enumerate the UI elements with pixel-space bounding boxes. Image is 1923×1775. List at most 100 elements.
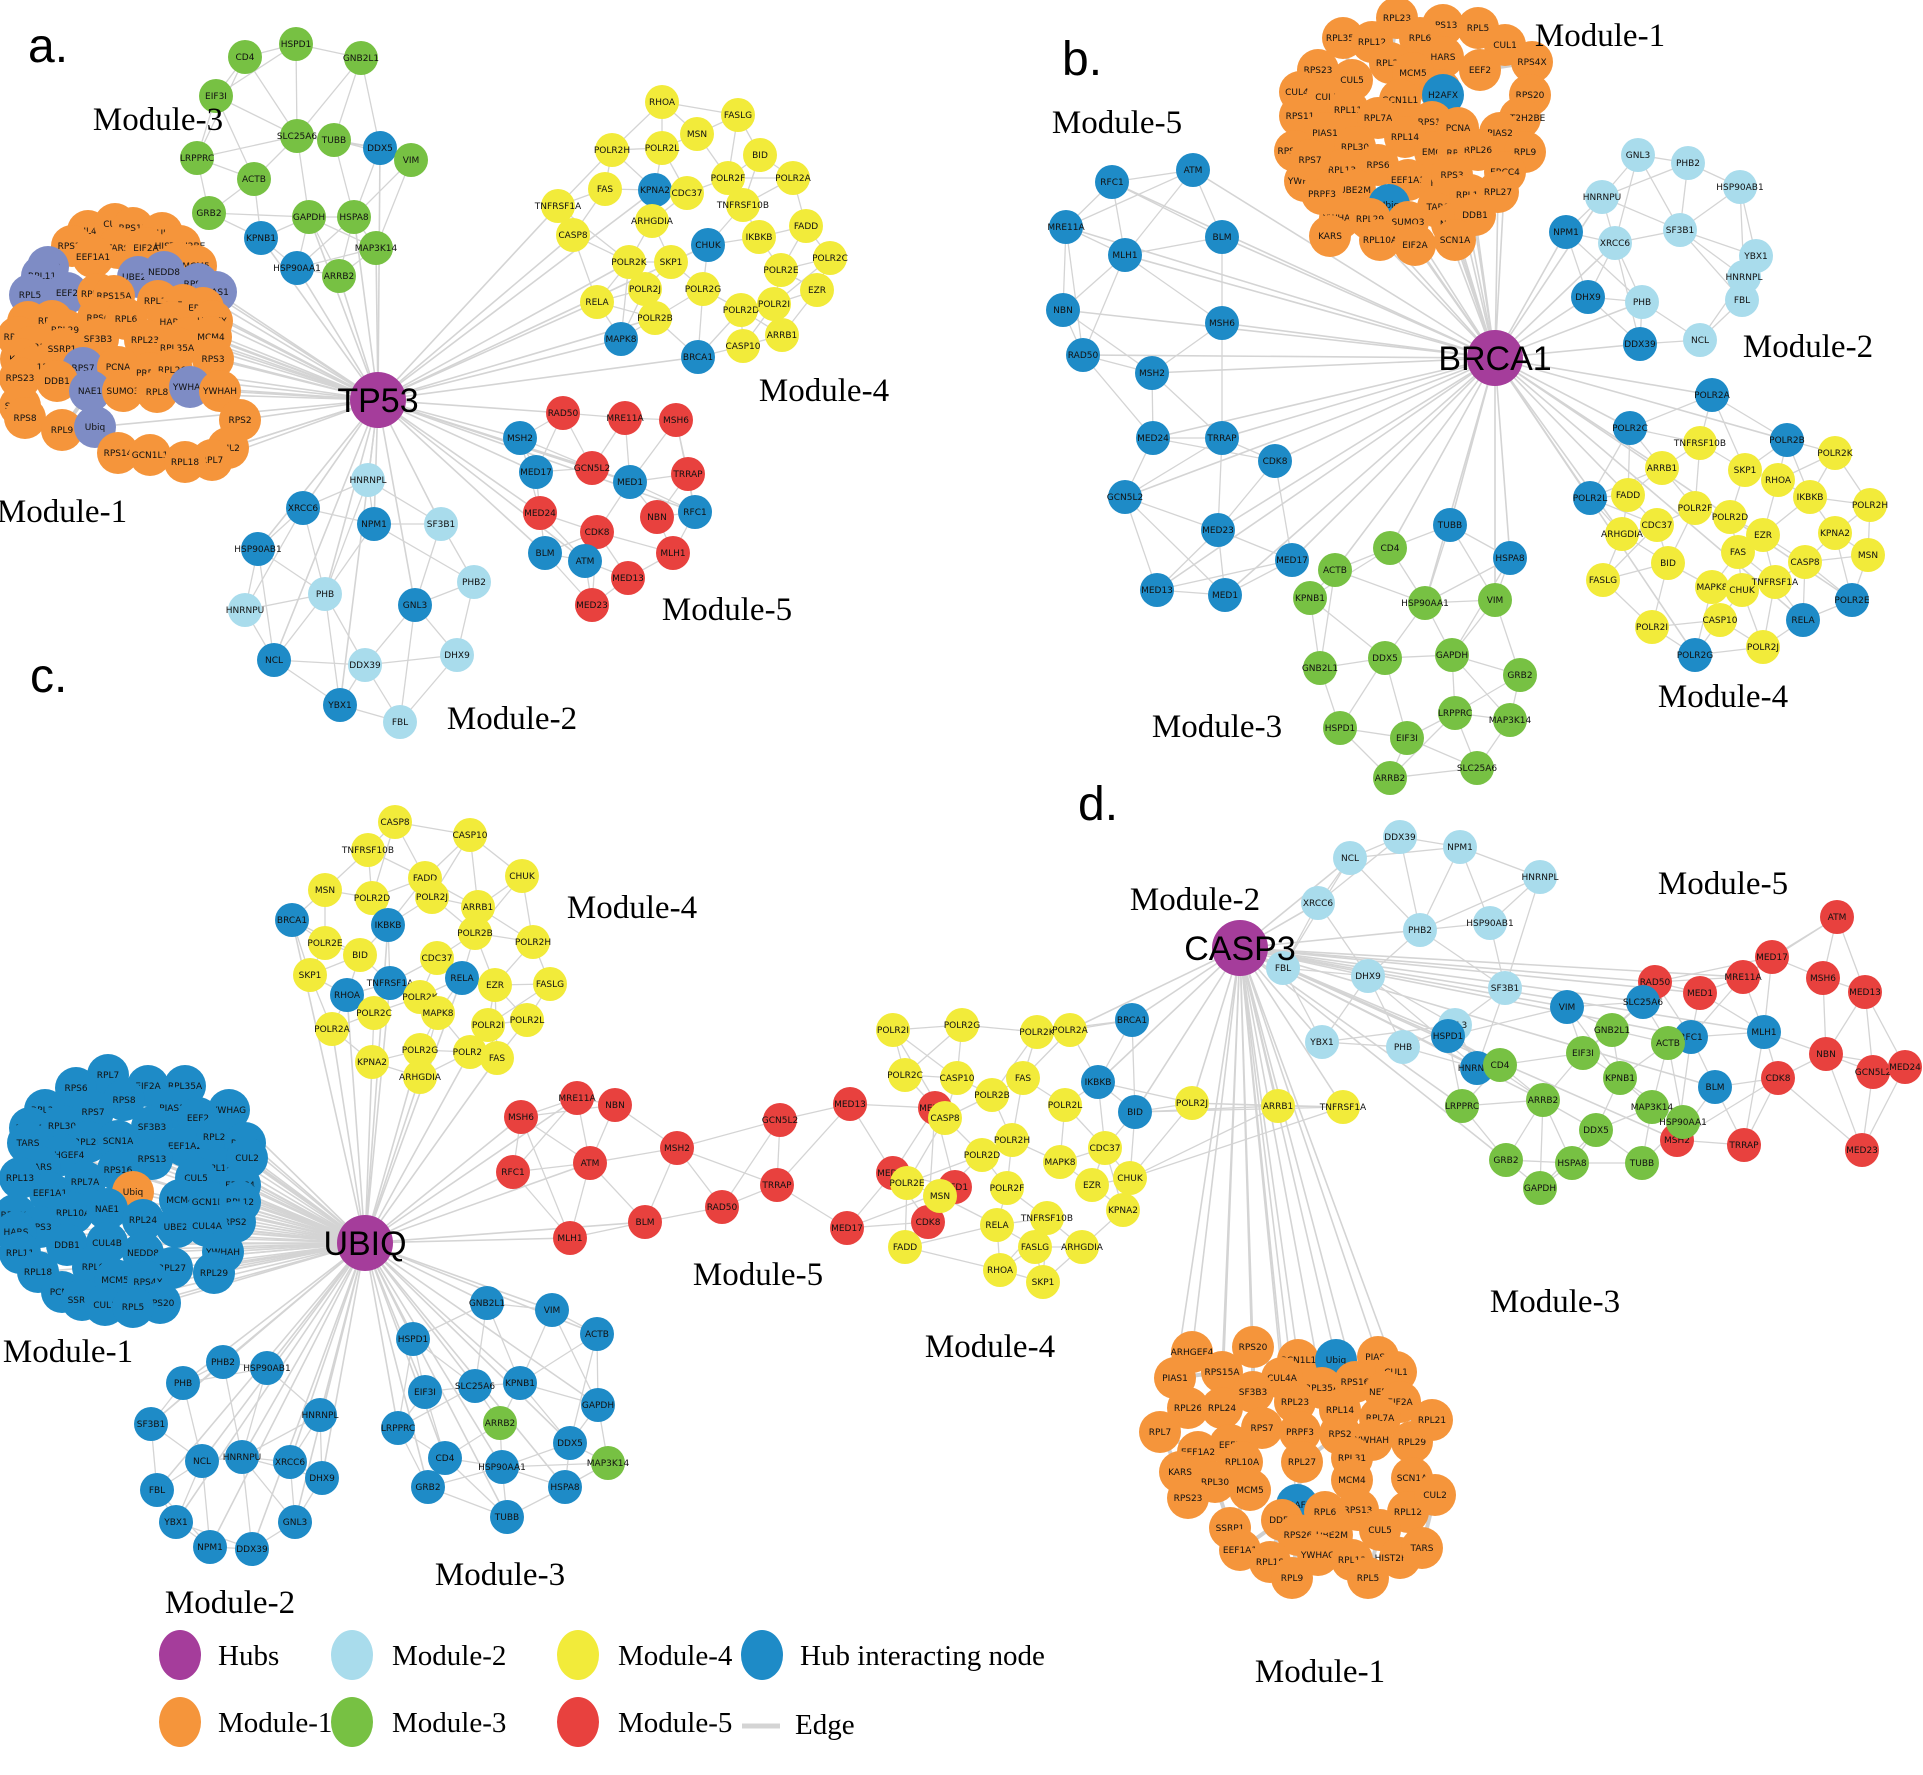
node-label: HIST2H2BE — [1495, 114, 1546, 124]
node-GNB2L1 — [1595, 1013, 1629, 1047]
node-label: MRE11A — [606, 414, 644, 424]
node-label: ATM — [576, 557, 595, 567]
node-label: RPL12 — [1358, 38, 1386, 48]
node-label: PHB — [1633, 298, 1651, 308]
node-label: BID — [752, 151, 768, 161]
node-CUL2 — [1414, 1474, 1456, 1516]
node-SF3B3 — [131, 1106, 173, 1148]
node-label: YBX1 — [163, 1518, 188, 1528]
node-label: ATM — [581, 1159, 600, 1169]
node-label: BLM — [636, 1218, 655, 1228]
edge — [1124, 437, 1223, 498]
node-CDK8 — [1761, 1061, 1795, 1095]
node-label: FASLG — [1589, 576, 1617, 586]
node-label: RELA — [985, 1221, 1009, 1231]
nodes-panel-c: CASP8 CASP10 TNFRSF10B FADD CHUK MSN POLR2D POL… — [0, 805, 972, 1566]
node-label: CUL4A — [1285, 88, 1316, 98]
edge-hub-link — [1494, 357, 1629, 496]
edge-hub-link — [364, 1242, 566, 1488]
node-label: UBE2I — [164, 1223, 191, 1233]
node-label: POLR2A — [1052, 1026, 1089, 1036]
node-label: DDB1 — [54, 1241, 80, 1251]
node-label: PHB2 — [1408, 926, 1432, 936]
node-label: BRCA1 — [277, 916, 307, 926]
node-label: RAD50 — [707, 1203, 738, 1213]
node-label: RPS6 — [64, 1084, 87, 1094]
node-label: SF3B3 — [84, 335, 113, 345]
node-label: PIAS2 — [1487, 129, 1513, 139]
node-label: DDX5 — [367, 144, 393, 154]
node-label: MSN — [315, 886, 335, 896]
node-label: POLR2H — [994, 1136, 1030, 1146]
node-label: POLR2H — [515, 938, 551, 948]
node-label: EIF3I — [1396, 734, 1418, 744]
node-label: NCL — [1341, 854, 1359, 864]
node-MAP3K14 — [1493, 703, 1527, 737]
node-label: HNRNPL — [1726, 273, 1763, 283]
node-label: POLR2D — [1712, 513, 1749, 523]
text-layer: TP53 Module-3 Module-1 Module-2 Module-4 Modu… — [0, 18, 1873, 1747]
node-DDX5 — [553, 1426, 587, 1460]
node-POLR2K — [1020, 1015, 1054, 1049]
node-label: DDX5 — [557, 1439, 583, 1449]
node-label: GCN1L1 — [192, 1198, 228, 1208]
node-label: NAE1 — [95, 1205, 119, 1215]
node-label: RPL9 — [1281, 1574, 1304, 1584]
node-label: H2AFX — [1428, 91, 1458, 101]
node-label: YWHAG — [172, 383, 207, 393]
node-label: HSP90AA1 — [1659, 1118, 1707, 1128]
node-label: MSH6 — [508, 1113, 534, 1123]
node-label: POLR2D — [964, 1151, 1001, 1161]
node-NPM1 — [193, 1530, 227, 1564]
node-label: KPNB1 — [246, 234, 276, 244]
node-XRCC6 — [1598, 226, 1632, 260]
node-label: POLR2B — [1769, 436, 1805, 446]
node-POLR2H — [995, 1123, 1029, 1157]
node-label: EIF2A — [135, 1082, 161, 1092]
node-label: HSP90AB1 — [1466, 919, 1513, 929]
node-label: RPS14 — [104, 449, 133, 459]
node-CD4 — [1483, 1048, 1517, 1082]
node-label: DDX39 — [236, 1545, 268, 1555]
edge-hub-link — [377, 399, 416, 606]
node-label: EIF2A — [1387, 1398, 1413, 1408]
edge-hub-link — [377, 234, 574, 401]
node-label: CDC37 — [1642, 521, 1673, 531]
edge-hub-link — [1152, 357, 1496, 439]
node-label: GAPDH — [1524, 1184, 1556, 1194]
node-label: PIAS1 — [159, 1104, 185, 1114]
node-label: POLR2G — [402, 1046, 439, 1056]
node-label: SLC25A6 — [1457, 764, 1498, 774]
node-label: YWHAG — [1300, 1551, 1335, 1561]
node-CDK8 — [1258, 444, 1292, 478]
node-label: KPNA2 — [357, 1058, 387, 1068]
node-label: NBN — [605, 1101, 625, 1111]
node-label: POLR2K — [1019, 1028, 1056, 1038]
node-label: DHX9 — [309, 1474, 335, 1484]
node-GRB2 — [1503, 658, 1537, 692]
node-label: ATM — [1184, 166, 1203, 176]
node-POLR2B — [458, 916, 492, 950]
edge-hub-link — [321, 1242, 366, 1479]
node-label: SSRP1 — [1216, 1524, 1245, 1534]
node-HSP90AB1 — [250, 1351, 284, 1385]
node-label: Ubiq — [123, 1188, 144, 1198]
node-label: CDC37 — [422, 954, 453, 964]
node-label: TRRAP — [1206, 434, 1237, 444]
node-POLR2F — [990, 1171, 1024, 1205]
node-label: XRCC6 — [1303, 899, 1334, 909]
node-CASP10 — [726, 329, 760, 363]
node-YBX1 — [159, 1505, 193, 1539]
node-TUBB — [1625, 1146, 1659, 1180]
legend-swatch-Hub interacting node — [741, 1630, 783, 1680]
node-label: RPS16 — [1341, 1378, 1370, 1388]
node-label: CD4 — [436, 1454, 455, 1464]
module-label-b-Module-2: Module-2 — [1743, 329, 1873, 365]
node-label: RPL27 — [1288, 1458, 1316, 1468]
node-GAPDH — [1523, 1171, 1557, 1205]
edge-hub-link — [346, 994, 366, 1244]
node-label: PCNA — [1446, 124, 1471, 134]
node-KPNA2 — [1106, 1193, 1140, 1227]
node-VIM — [394, 143, 428, 177]
node-CASP10 — [940, 1061, 974, 1095]
